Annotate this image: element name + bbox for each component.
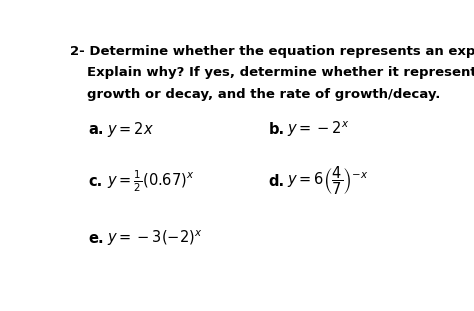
Text: $y = \frac{1}{2}(0.67)^{x}$: $y = \frac{1}{2}(0.67)^{x}$ xyxy=(107,168,195,194)
Text: b.: b. xyxy=(269,122,285,137)
Text: e.: e. xyxy=(89,231,104,246)
Text: c.: c. xyxy=(89,174,103,188)
Text: a.: a. xyxy=(89,122,104,137)
Text: $y = 2x$: $y = 2x$ xyxy=(107,120,154,139)
Text: growth or decay, and the rate of growth/decay.: growth or decay, and the rate of growth/… xyxy=(87,88,440,101)
Text: $y = 6\left(\dfrac{4}{7}\right)^{-x}$: $y = 6\left(\dfrac{4}{7}\right)^{-x}$ xyxy=(287,165,368,197)
Text: d.: d. xyxy=(269,174,285,188)
Text: $y = -2^{x}$: $y = -2^{x}$ xyxy=(287,120,349,139)
Text: Explain why? If yes, determine whether it represents exponential: Explain why? If yes, determine whether i… xyxy=(87,66,474,79)
Text: 2- Determine whether the equation represents an exponential function.: 2- Determine whether the equation repres… xyxy=(70,44,474,58)
Text: $y = -3(-2)^{x}$: $y = -3(-2)^{x}$ xyxy=(107,229,202,248)
